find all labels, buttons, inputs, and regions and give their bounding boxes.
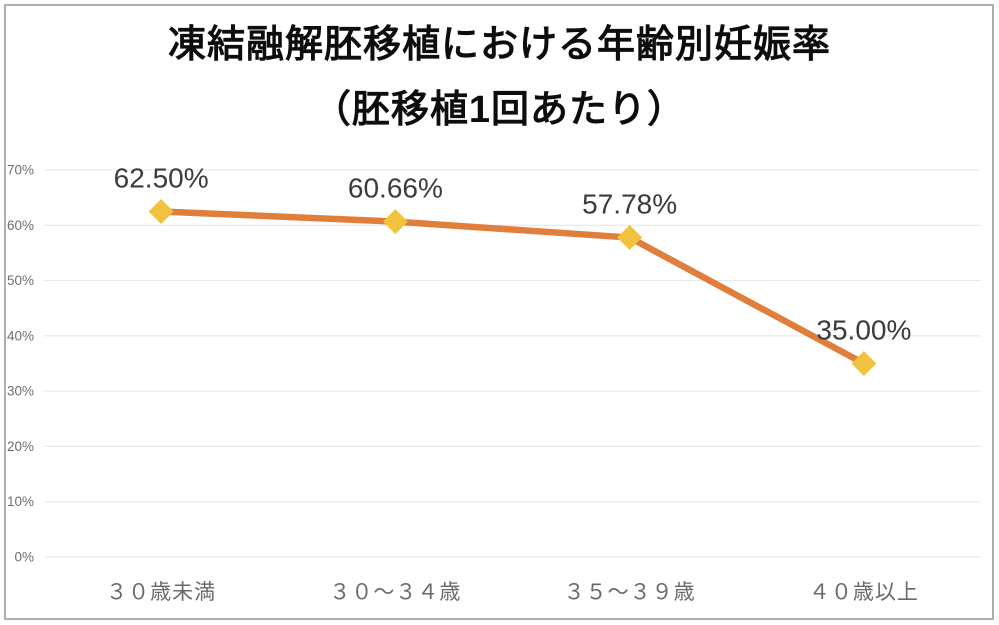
data-point-marker (148, 198, 174, 224)
y-axis-tick-label: 70% (7, 163, 34, 178)
y-axis-tick-label: 10% (7, 494, 34, 509)
y-axis-tick-label: 30% (7, 384, 34, 399)
y-axis-tick-label: 0% (14, 550, 34, 565)
data-point-marker (851, 351, 877, 376)
chart-title: 凍結融解胚移植における年齢別妊娠率 (167, 24, 831, 66)
data-label: 62.50% (114, 162, 209, 193)
y-axis-tick-label: 20% (7, 439, 34, 454)
data-label: 35.00% (816, 315, 911, 346)
x-axis-category-label: ３０～３４歳 (329, 581, 461, 604)
chart-title-block: 凍結融解胚移植における年齢別妊娠率 （胚移植1回あたり） (0, 13, 999, 143)
data-label: 57.78% (582, 189, 677, 220)
y-axis-tick-label: 50% (7, 273, 34, 288)
data-label: 60.66% (348, 173, 443, 204)
chart-frame (4, 4, 994, 620)
series-line (157, 208, 868, 367)
y-axis-tick-label: 40% (7, 328, 34, 343)
data-point-marker (382, 209, 408, 235)
x-axis-category-label: ３０歳未満 (106, 581, 216, 604)
y-axis-tick-label: 60% (7, 218, 34, 233)
x-axis-category-label: ４０歳以上 (809, 581, 919, 604)
data-point-marker (617, 225, 643, 251)
chart-subtitle: （胚移植1回あたり） (312, 89, 687, 131)
x-axis-category-label: ３５～３９歳 (564, 581, 696, 604)
